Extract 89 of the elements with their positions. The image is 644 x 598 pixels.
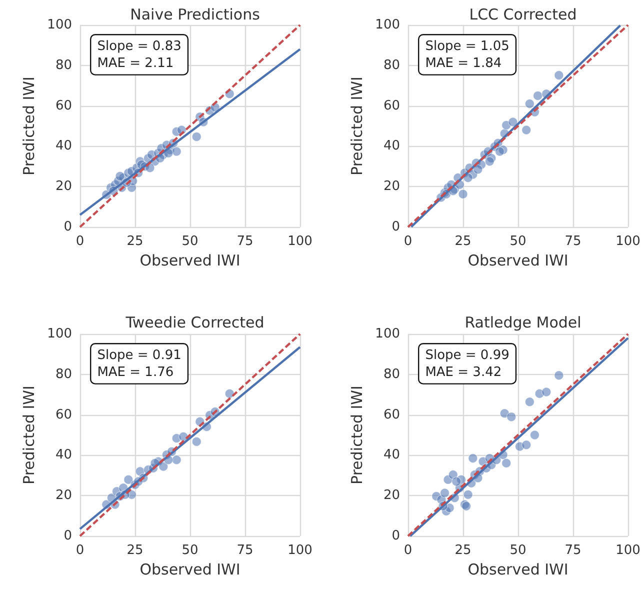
x-axis-title: Observed IWI: [468, 560, 568, 578]
point: [494, 146, 505, 156]
point: [554, 70, 564, 80]
point: [484, 156, 494, 166]
x-tick-label: 25: [126, 543, 144, 558]
x-tick-label: 75: [564, 234, 582, 249]
x-tick-label: 25: [454, 234, 472, 249]
y-tick-label: 20: [383, 179, 400, 194]
chart-title: Naive Predictions: [130, 6, 260, 24]
point: [522, 440, 532, 450]
y-tick-label: 100: [47, 326, 72, 342]
y-tick-label: 40: [55, 138, 72, 154]
y-tick-label: 60: [383, 98, 400, 114]
x-tick-label: 50: [182, 234, 198, 249]
x-tick-label: 50: [510, 234, 526, 249]
x-tick-label: 100: [288, 234, 312, 249]
y-tick-label: 80: [55, 58, 72, 73]
x-tick-label: 50: [510, 543, 526, 558]
x-axis-title: Observed IWI: [140, 251, 240, 270]
point: [192, 132, 202, 142]
chart-title: LCC Corrected: [469, 6, 577, 24]
point: [522, 125, 532, 135]
x-tick-label: 25: [454, 543, 472, 558]
point: [458, 189, 468, 199]
x-tick-label: 0: [404, 543, 412, 558]
y-tick-label: 0: [64, 220, 72, 234]
y-tick-label: 20: [55, 179, 72, 194]
point: [158, 462, 168, 472]
point: [506, 412, 516, 422]
point: [542, 387, 552, 397]
x-tick-label: 75: [236, 543, 254, 558]
point: [124, 474, 134, 484]
annotation: Slope = 0.91 MAE = 1.76: [97, 348, 182, 380]
y-tick-label: 0: [64, 528, 72, 544]
x-tick-label: 100: [616, 543, 640, 558]
x-tick-label: 0: [76, 543, 84, 558]
y-tick-label: 80: [55, 366, 72, 382]
point: [115, 171, 125, 181]
x-tick-label: 0: [76, 234, 84, 249]
y-tick-label: 100: [47, 18, 72, 32]
annotation: Slope = 0.99 MAE = 3.42: [425, 348, 510, 380]
annotation: Slope = 0.83 MAE = 2.11: [97, 39, 182, 72]
point: [224, 388, 234, 398]
point: [524, 98, 534, 109]
point: [473, 164, 483, 174]
point: [508, 117, 518, 127]
annotation: Slope = 1.05 MAE = 1.84: [425, 39, 510, 72]
y-tick-label: 20: [55, 488, 72, 504]
x-axis-title: Observed IWI: [468, 251, 568, 270]
point: [533, 90, 543, 100]
y-tick-label: 40: [55, 448, 72, 463]
chart-title: Ratledge Model: [464, 314, 582, 332]
y-tick-label: 80: [383, 366, 400, 382]
x-tick-label: 75: [564, 543, 582, 558]
x-tick-label: 100: [616, 234, 640, 249]
point: [500, 408, 510, 418]
x-tick-label: 100: [288, 543, 312, 558]
point: [524, 397, 534, 407]
x-tick-label: 25: [126, 234, 144, 249]
y-tick-label: 40: [383, 448, 400, 463]
y-tick-label: 60: [55, 407, 72, 422]
point: [172, 455, 182, 465]
y-tick-label: 100: [375, 326, 400, 342]
point: [440, 488, 450, 498]
y-tick-label: 0: [392, 528, 400, 544]
y-axis-title: Predicted IWI: [20, 76, 38, 176]
point: [530, 430, 540, 440]
x-tick-label: 0: [404, 234, 412, 249]
y-tick-label: 40: [383, 138, 400, 154]
y-tick-label: 100: [375, 18, 400, 32]
x-tick-label: 50: [182, 543, 198, 558]
y-tick-label: 80: [383, 58, 400, 73]
point: [502, 458, 512, 468]
point: [554, 370, 564, 380]
point: [452, 476, 462, 486]
chart-title: Tweedie Corrected: [124, 314, 264, 332]
y-tick-label: 20: [383, 488, 400, 504]
y-axis-title: Predicted IWI: [348, 386, 366, 484]
y-axis-title: Predicted IWI: [348, 76, 366, 176]
point: [172, 146, 182, 156]
y-tick-label: 60: [383, 407, 400, 422]
y-axis-title: Predicted IWI: [20, 386, 38, 484]
x-tick-label: 75: [236, 234, 254, 249]
y-tick-label: 60: [55, 98, 72, 114]
point: [463, 490, 473, 500]
point: [468, 453, 478, 464]
point: [192, 436, 202, 446]
y-tick-label: 0: [392, 220, 400, 234]
x-axis-title: Observed IWI: [140, 560, 240, 578]
